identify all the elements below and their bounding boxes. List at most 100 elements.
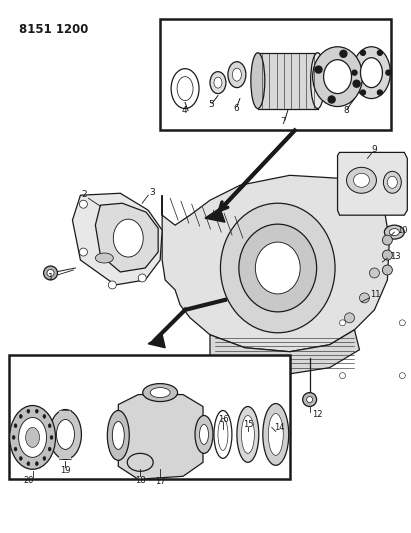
Ellipse shape [35, 409, 38, 413]
Ellipse shape [199, 424, 208, 445]
Bar [60, 409, 72, 459]
Circle shape [399, 320, 405, 326]
Bar [160, 19, 391, 131]
Text: 5: 5 [208, 100, 214, 109]
Circle shape [369, 268, 379, 278]
Ellipse shape [353, 47, 390, 99]
Polygon shape [118, 394, 203, 479]
Ellipse shape [10, 406, 55, 470]
Ellipse shape [150, 387, 170, 398]
Ellipse shape [112, 422, 124, 449]
Ellipse shape [48, 424, 51, 428]
Text: 1: 1 [48, 273, 53, 282]
Polygon shape [337, 152, 407, 215]
Ellipse shape [35, 462, 38, 466]
Polygon shape [148, 335, 165, 348]
Circle shape [382, 250, 393, 260]
Ellipse shape [228, 62, 246, 87]
Bar [258, 53, 318, 109]
Circle shape [377, 50, 382, 55]
Ellipse shape [360, 58, 382, 87]
Ellipse shape [255, 242, 300, 294]
Ellipse shape [220, 203, 335, 333]
Circle shape [79, 200, 88, 208]
Ellipse shape [210, 71, 226, 94]
Text: 13: 13 [390, 252, 401, 261]
Ellipse shape [237, 407, 259, 462]
Text: 2: 2 [82, 190, 87, 199]
Text: 14: 14 [275, 423, 285, 432]
Text: 18: 18 [135, 476, 145, 485]
Ellipse shape [389, 229, 399, 236]
Bar [9, 354, 290, 479]
Ellipse shape [177, 77, 193, 101]
Text: 10: 10 [397, 225, 408, 235]
Ellipse shape [14, 447, 17, 451]
Text: 12: 12 [312, 410, 323, 419]
Text: 8151 1200: 8151 1200 [18, 23, 88, 36]
Ellipse shape [27, 462, 30, 466]
Ellipse shape [25, 427, 39, 447]
Circle shape [382, 265, 393, 275]
Ellipse shape [241, 416, 254, 454]
Ellipse shape [311, 53, 325, 109]
Text: 20: 20 [23, 476, 34, 485]
Circle shape [386, 70, 391, 75]
Ellipse shape [27, 409, 30, 413]
Ellipse shape [56, 419, 74, 449]
Ellipse shape [50, 409, 81, 459]
Ellipse shape [214, 77, 222, 88]
Ellipse shape [50, 435, 53, 439]
Text: 16: 16 [218, 415, 228, 424]
Circle shape [109, 281, 116, 289]
Text: 7: 7 [280, 117, 286, 126]
Circle shape [340, 50, 347, 57]
Ellipse shape [195, 416, 213, 454]
Circle shape [399, 373, 405, 378]
Ellipse shape [18, 417, 46, 457]
Text: 4: 4 [181, 106, 187, 115]
Circle shape [382, 235, 393, 245]
Circle shape [339, 320, 346, 326]
Circle shape [377, 90, 382, 95]
Ellipse shape [323, 60, 351, 94]
Polygon shape [210, 330, 360, 375]
Text: 11: 11 [370, 290, 381, 300]
Ellipse shape [388, 176, 397, 188]
Text: 15: 15 [242, 420, 253, 429]
Text: 9: 9 [372, 145, 377, 154]
Circle shape [360, 293, 369, 303]
Circle shape [44, 266, 58, 280]
Circle shape [138, 274, 146, 282]
Ellipse shape [232, 68, 241, 81]
Circle shape [307, 397, 313, 402]
Ellipse shape [239, 224, 316, 312]
Circle shape [360, 90, 365, 95]
Ellipse shape [384, 225, 404, 239]
Circle shape [339, 373, 346, 378]
Ellipse shape [14, 424, 17, 428]
Ellipse shape [346, 167, 376, 193]
Polygon shape [72, 193, 162, 285]
Ellipse shape [107, 410, 129, 461]
Ellipse shape [43, 456, 46, 461]
Text: 8: 8 [344, 106, 349, 115]
Circle shape [47, 270, 54, 277]
Text: 6: 6 [233, 103, 239, 112]
Circle shape [79, 248, 88, 256]
Ellipse shape [19, 414, 22, 418]
Polygon shape [205, 208, 225, 222]
Ellipse shape [95, 253, 113, 263]
Circle shape [344, 313, 355, 323]
Circle shape [315, 66, 322, 73]
Text: 3: 3 [149, 188, 155, 197]
Ellipse shape [48, 447, 51, 451]
Ellipse shape [218, 418, 228, 450]
Polygon shape [162, 175, 389, 352]
Circle shape [360, 50, 365, 55]
Ellipse shape [313, 47, 363, 107]
Text: 17: 17 [155, 477, 166, 486]
Ellipse shape [263, 403, 289, 465]
Circle shape [302, 393, 316, 407]
Ellipse shape [19, 456, 22, 461]
